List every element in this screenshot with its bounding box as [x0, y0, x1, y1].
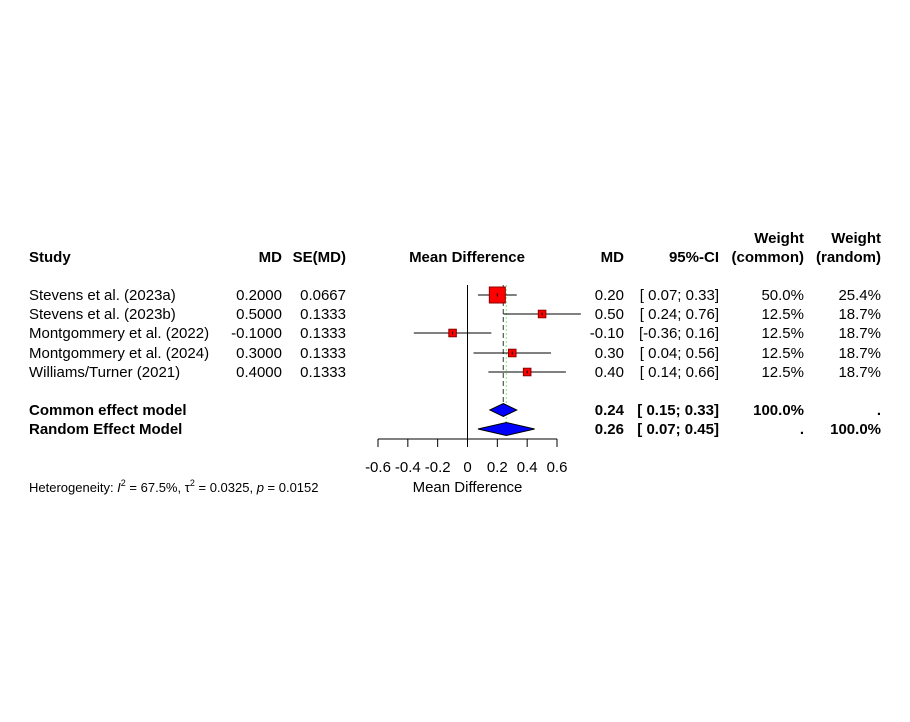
study-ci: [ 0.07; 0.33] [640, 287, 719, 304]
study-md: -0.1000 [231, 325, 282, 342]
study-md-formatted: 0.20 [595, 287, 624, 304]
study-weight-random: 18.7% [838, 364, 881, 381]
study-row: Stevens et al. (2023a) 0.2000 0.0667 0.2… [29, 287, 881, 304]
study-name: Stevens et al. (2023a) [29, 287, 176, 304]
tau-symbol: τ [185, 480, 191, 495]
x-tick-label: -0.2 [425, 459, 451, 476]
header-md: MD [259, 249, 282, 266]
study-se: 0.0667 [300, 287, 346, 304]
plot-area: -0.6 -0.4 -0.2 0 0.2 0.4 0.6 Mean Difference [365, 285, 581, 496]
x-axis-label: Mean Difference [413, 479, 523, 496]
study-weight-random: 18.7% [838, 325, 881, 342]
study-md: 0.5000 [236, 306, 282, 323]
i2-symbol: I [117, 480, 121, 495]
study-weight-common: 50.0% [761, 287, 804, 304]
tau-superscript: 2 [190, 478, 195, 488]
summary-ci: [ 0.15; 0.33] [637, 402, 719, 419]
summary-weight-common: 100.0% [753, 402, 804, 419]
x-tick-label: 0.6 [547, 459, 568, 476]
header-se: SE(MD) [293, 249, 346, 266]
study-ci: [ 0.14; 0.66] [640, 364, 719, 381]
summary-weight-random: . [877, 402, 881, 419]
header-ci: 95%-CI [669, 249, 719, 266]
study-ci: [ 0.24; 0.76] [640, 306, 719, 323]
x-tick-label: 0 [463, 459, 471, 476]
study-md-formatted: 0.30 [595, 345, 624, 362]
header-weight-random-top: Weight [831, 230, 881, 247]
study-ci: [-0.36; 0.16] [639, 325, 719, 342]
header-plot: Mean Difference [409, 249, 525, 266]
x-tick-label: 0.4 [517, 459, 538, 476]
study-row: Williams/Turner (2021) 0.4000 0.1333 0.4… [29, 364, 881, 381]
summary-ci: [ 0.07; 0.45] [637, 421, 719, 438]
x-tick-label: 0.2 [487, 459, 508, 476]
study-se: 0.1333 [300, 325, 346, 342]
study-se: 0.1333 [300, 345, 346, 362]
study-md-formatted: 0.40 [595, 364, 624, 381]
study-se: 0.1333 [300, 306, 346, 323]
x-tick-label: -0.6 [365, 459, 391, 476]
study-ci: [ 0.04; 0.56] [640, 345, 719, 362]
study-row: Montgommery et al. (2024) 0.3000 0.1333 … [29, 345, 881, 362]
study-md: 0.2000 [236, 287, 282, 304]
summary-weight-random: 100.0% [830, 421, 881, 438]
summary-name: Common effect model [29, 402, 187, 419]
header-weight-random-bottom: (random) [816, 249, 881, 266]
tau-value: = 0.0325, [195, 480, 257, 495]
common-effect-diamond [488, 402, 518, 418]
study-se: 0.1333 [300, 364, 346, 381]
study-weight-common: 12.5% [761, 345, 804, 362]
header-study: Study [29, 249, 71, 266]
i2-superscript: 2 [121, 478, 126, 488]
heterogeneity-text: Heterogeneity: I2 = 67.5%, τ2 = 0.0325, … [29, 478, 319, 495]
i2-value: = 67.5%, [126, 480, 185, 495]
study-name: Williams/Turner (2021) [29, 364, 180, 381]
study-row: Stevens et al. (2023b) 0.5000 0.1333 0.5… [29, 306, 881, 323]
p-symbol: p [256, 480, 264, 495]
study-md: 0.3000 [236, 345, 282, 362]
study-row: Montgommery et al. (2022) -0.1000 0.1333… [29, 325, 881, 342]
study-name: Montgommery et al. (2022) [29, 325, 209, 342]
study-weight-common: 12.5% [761, 364, 804, 381]
x-tick-label: -0.4 [395, 459, 421, 476]
summary-weight-common: . [800, 421, 804, 438]
header-weight-common-bottom: (common) [732, 249, 805, 266]
summary-md: 0.24 [595, 402, 625, 419]
study-weight-random: 25.4% [838, 287, 881, 304]
summary-row-common: Common effect model 0.24 [ 0.15; 0.33] 1… [29, 402, 881, 419]
heterogeneity-prefix: Heterogeneity: [29, 480, 117, 495]
study-weight-random: 18.7% [838, 306, 881, 323]
summary-name: Random Effect Model [29, 421, 182, 438]
p-value: = 0.0152 [264, 480, 319, 495]
study-weight-random: 18.7% [838, 345, 881, 362]
study-md-formatted: -0.10 [590, 325, 624, 342]
study-md: 0.4000 [236, 364, 282, 381]
study-md-formatted: 0.50 [595, 306, 624, 323]
study-name: Stevens et al. (2023b) [29, 306, 176, 323]
study-weight-common: 12.5% [761, 325, 804, 342]
summary-md: 0.26 [595, 421, 624, 438]
summary-row-random: Random Effect Model 0.26 [ 0.07; 0.45] .… [29, 421, 881, 438]
column-headers: Study MD SE(MD) Mean Difference MD 95%-C… [29, 230, 881, 266]
study-name: Montgommery et al. (2024) [29, 345, 209, 362]
header-weight-common-top: Weight [754, 230, 804, 247]
random-effect-diamond [477, 421, 535, 437]
study-weight-common: 12.5% [761, 306, 804, 323]
header-md2: MD [601, 249, 624, 266]
